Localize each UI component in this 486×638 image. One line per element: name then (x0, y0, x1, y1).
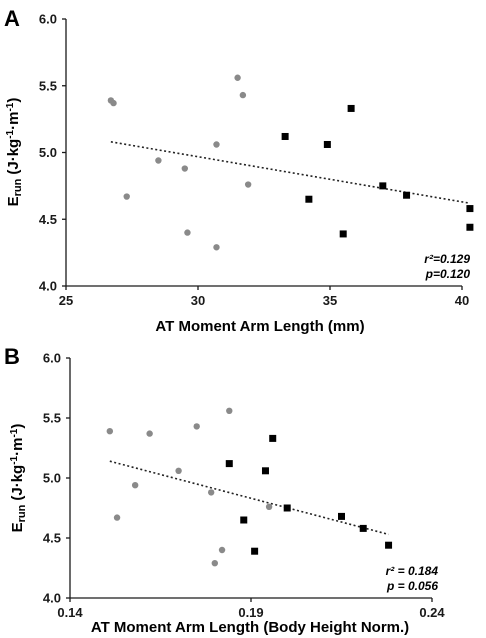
panel-b-y-tick-label: 5.0 (43, 471, 61, 486)
panel-a-r-squared: r²=0.129 (424, 252, 470, 266)
panel-b-square-point (240, 516, 248, 524)
panel-a-x-tick-label: 35 (323, 293, 337, 308)
panel-a-y-tick-label: 5.0 (39, 145, 57, 160)
panel-b-r-squared: r² = 0.184 (386, 564, 439, 578)
panel-a-x-tick-label: 40 (455, 293, 469, 308)
panel-a-circle-point (184, 229, 191, 236)
panel-b-square-point (225, 460, 233, 468)
panel-b-circle-point (226, 407, 233, 414)
panel-a-circle-point (123, 193, 130, 200)
panel-a-square-point (466, 205, 474, 213)
panel-b-x-tick-label: 0.24 (419, 605, 445, 620)
panel-b-circle-point (218, 546, 226, 554)
panel-b-square-point (261, 467, 269, 475)
panel-b-p-value: p = 0.056 (386, 579, 438, 593)
panel-a-circle-point (110, 99, 117, 107)
panel-b-x-tick-label: 0.19 (238, 605, 263, 620)
panel-a-square-point (339, 230, 347, 238)
panel-b-circle-point (265, 503, 273, 510)
panel-b-square-point (359, 524, 367, 532)
panel-b-y-tick-label: 4.0 (43, 591, 61, 606)
panel-b-letter: B (4, 344, 20, 369)
panel-a-trendline (110, 141, 471, 205)
panel-b-trendline (109, 460, 389, 536)
panel-a-square-point (466, 223, 474, 231)
panel-b-square-point (385, 541, 393, 549)
panel-b-points (106, 407, 393, 567)
panel-a-y-tick-label: 5.5 (39, 78, 57, 93)
panel-a-square-point (403, 191, 411, 199)
panel-b-circle-point (211, 560, 218, 567)
panel-b-square-point (251, 547, 259, 555)
panel-b-circle-point (106, 428, 114, 435)
panel-b-circle-point (131, 482, 139, 489)
panel-a-circle-point (234, 74, 241, 81)
panel-b-circle-point (113, 514, 121, 521)
panel-a-x-ticks: 25 30 35 40 (59, 286, 469, 308)
panel-a-circle-point (213, 244, 220, 251)
panel-b-circle-point (193, 423, 200, 430)
panel-a-y-tick-label: 4.0 (39, 279, 57, 294)
panel-a-circle-point (155, 157, 162, 164)
panel-a-circle-point (239, 91, 247, 99)
panel-b-circle-point (146, 430, 153, 437)
panel-b-square-point (269, 434, 277, 442)
panel-a-x-tick-label: 25 (59, 293, 73, 308)
panel-b-square-point (283, 504, 291, 512)
panel-a-circle-point (244, 181, 252, 188)
panel-b-circle-point (207, 489, 215, 496)
panel-b-y-ticks: 4.0 4.5 5.0 5.5 6.0 (43, 351, 70, 606)
panel-b-x-tick-label: 0.14 (57, 605, 83, 620)
panel-b: B 4.0 4.5 5.0 5.5 6.0 0.14 0.19 0.24 AT Moment… (4, 344, 445, 636)
panel-b-y-tick-label: 6.0 (43, 351, 61, 366)
panel-a-x-axis-label: AT Moment Arm Length (mm) (155, 318, 364, 335)
panel-a-y-axis-label: Erun(J·kg-1·m-1) (5, 98, 24, 207)
panel-a-y-tick-label: 4.5 (39, 212, 57, 227)
panel-b-x-axis-label: AT Moment Arm Length (Body Height Norm.) (91, 619, 409, 636)
panel-b-y-tick-label: 5.5 (43, 411, 61, 426)
panel-a-square-point (281, 132, 289, 140)
panel-a-circle-point (213, 141, 220, 148)
panel-b-circle-point (175, 467, 182, 474)
panel-a-square-point (347, 104, 355, 112)
panel-b-y-axis-label: Erun(J·kg-1·m-1) (9, 424, 28, 533)
panel-a-square-point (305, 195, 313, 203)
panel-a: A 4.0 4.5 5.0 5.5 6.0 25 30 35 40 AT Moment Arm… (4, 6, 474, 335)
panel-a-circle-point (181, 165, 188, 172)
panel-a-letter: A (4, 6, 20, 31)
panel-b-square-point (338, 512, 345, 520)
panel-b-x-ticks: 0.14 0.19 0.24 (57, 598, 445, 620)
panel-a-x-tick-label: 30 (191, 293, 205, 308)
panel-a-y-tick-label: 6.0 (39, 12, 57, 27)
panel-a-square-point (379, 182, 387, 190)
panel-b-y-tick-label: 4.5 (43, 531, 61, 546)
panel-a-p-value: p=0.120 (425, 267, 471, 281)
panel-a-y-ticks: 4.0 4.5 5.0 5.5 6.0 (39, 12, 66, 294)
panel-a-points (107, 74, 474, 251)
panel-a-square-point (323, 140, 331, 148)
